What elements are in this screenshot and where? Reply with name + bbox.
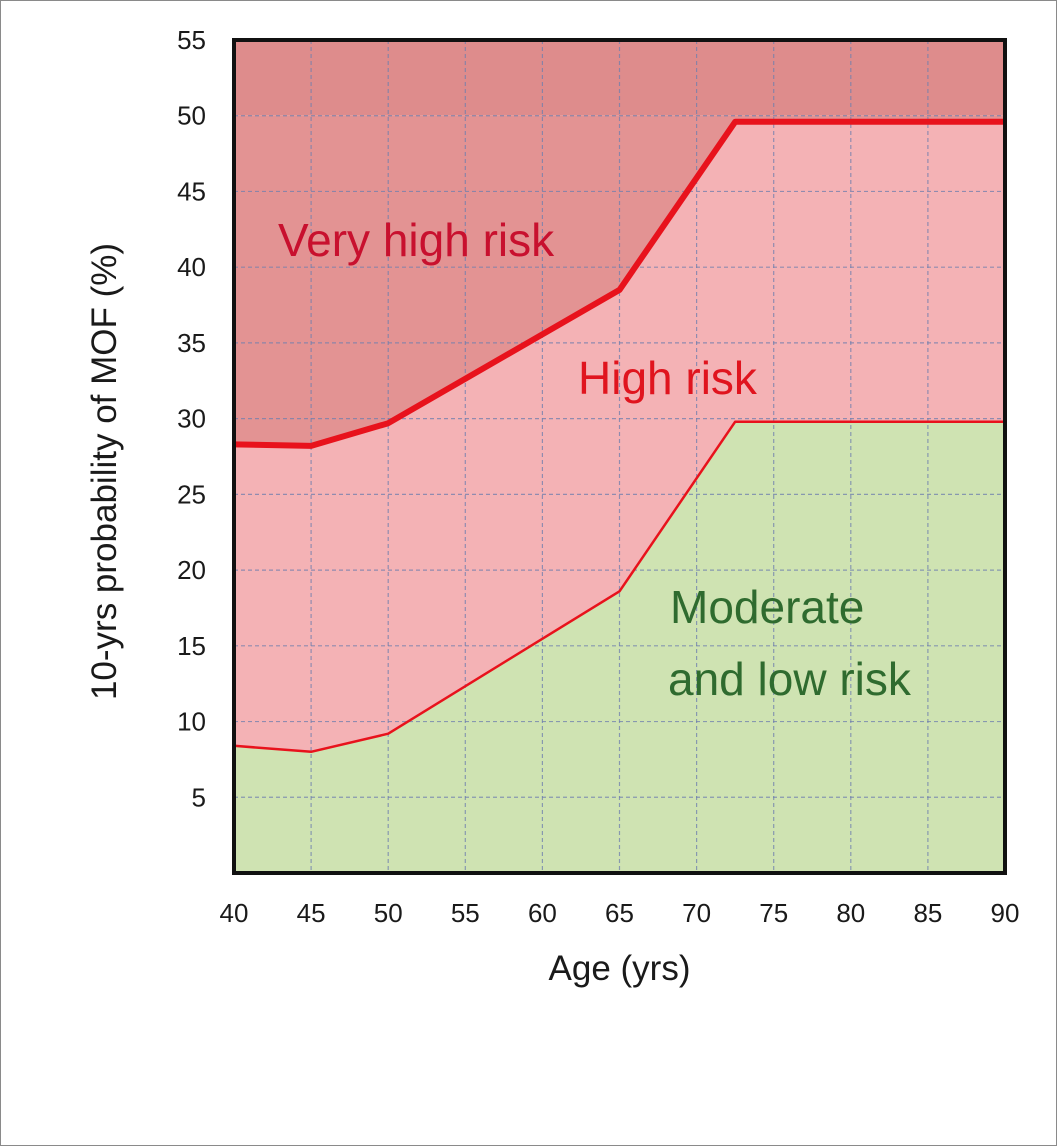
y-tick-label: 45 [177,176,206,206]
x-tick-label: 50 [374,898,403,928]
y-tick-label: 40 [177,252,206,282]
y-tick-label: 50 [177,101,206,131]
x-tick-label: 40 [220,898,249,928]
x-axis-ticks: 40 45 50 55 60 65 70 75 80 85 90 [220,898,1020,928]
plot-border [232,38,1007,875]
grid-lines [234,40,1005,873]
high-risk-region [234,121,1005,752]
y-tick-label: 5 [192,782,206,812]
x-tick-label: 90 [991,898,1020,928]
high-risk-boundary-line [233,420,1005,754]
y-axis-ticks: 5 10 15 20 25 30 35 40 45 50 55 [177,25,206,812]
very-high-risk-boundary-line [233,118,1005,449]
y-tick-label: 20 [177,555,206,585]
x-tick-label: 65 [605,898,634,928]
y-axis-label: 10-yrs probability of MOF (%) [85,243,124,700]
y-tick-label: 15 [177,631,206,661]
y-tick-label: 10 [177,707,206,737]
x-tick-label: 60 [528,898,557,928]
very-high-risk-label: Very high risk [278,214,555,266]
y-tick-label: 55 [177,25,206,55]
x-tick-label: 80 [836,898,865,928]
moderate-risk-label: Moderate [670,581,864,633]
x-axis-label: Age (yrs) [549,949,691,988]
y-tick-label: 25 [177,479,206,509]
high-risk-label: High risk [578,352,758,404]
x-tick-label: 85 [913,898,942,928]
y-tick-label: 35 [177,328,206,358]
low-risk-label: and low risk [668,653,912,705]
y-tick-label: 30 [177,404,206,434]
x-tick-label: 45 [297,898,326,928]
x-tick-label: 55 [451,898,480,928]
x-tick-label: 75 [759,898,788,928]
x-tick-label: 70 [682,898,711,928]
moderate-low-risk-region [234,421,1005,873]
